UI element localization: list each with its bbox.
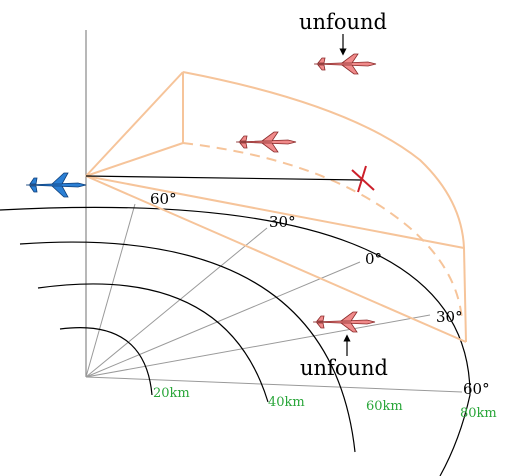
- ray-30-lower: [85, 314, 431, 378]
- angle-label-0: 0°: [365, 250, 382, 268]
- range-arc-60km: [19, 241, 356, 453]
- sector-edge-top: [85, 71, 184, 177]
- angle-label-30-lower: 30°: [436, 308, 463, 326]
- range-arc-20km: [59, 327, 153, 396]
- range-arc-80km: [0, 206, 471, 476]
- ray-30-upper: [85, 227, 268, 378]
- target-jet-icon: [235, 131, 297, 153]
- ray-0: [85, 261, 361, 378]
- cross-marker-icon: [351, 165, 375, 193]
- range-label-40km: 40km: [268, 395, 305, 410]
- angle-label-30-upper: 30°: [269, 213, 296, 231]
- sector-edge-bottom: [85, 175, 467, 343]
- unfound-jet-icon-bottom: [312, 311, 376, 333]
- angle-label-60-lower: 60°: [463, 380, 490, 398]
- sector-edge-inner: [85, 142, 184, 177]
- angle-label-60-upper: 60°: [150, 190, 177, 208]
- ray-60-upper: [85, 203, 136, 378]
- sector-edge-front: [85, 175, 465, 249]
- azimuth-rays: [85, 203, 463, 393]
- sector-arc-hidden: [182, 142, 463, 321]
- ray-60-lower: [85, 376, 463, 393]
- range-arcs: [0, 206, 471, 476]
- sector-arc-top: [182, 71, 465, 249]
- range-label-80km: 80km: [460, 406, 497, 421]
- range-arc-40km: [37, 283, 269, 403]
- range-label-60km: 60km: [366, 399, 403, 414]
- search-sector: [85, 71, 467, 343]
- sector-edge-right: [463, 247, 467, 343]
- unfound-label-top: unfound: [299, 10, 387, 34]
- friendly-jet-icon: [25, 172, 87, 198]
- range-label-20km: 20km: [153, 386, 190, 401]
- unfound-label-bottom: unfound: [300, 356, 388, 380]
- boresight-line: [85, 175, 363, 181]
- unfound-jet-icon-top: [313, 53, 377, 75]
